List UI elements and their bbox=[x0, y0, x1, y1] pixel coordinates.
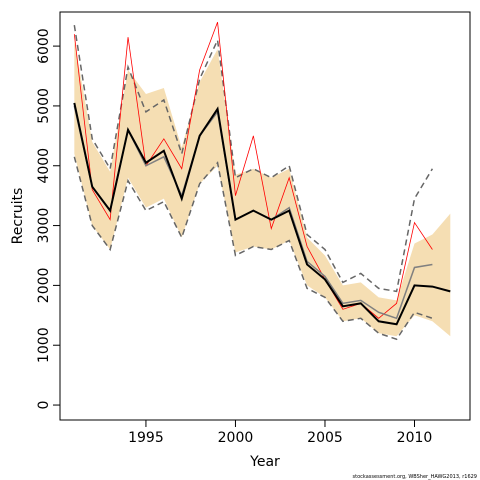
y-tick-label: 6000 bbox=[36, 28, 52, 64]
series-line bbox=[73, 156, 433, 341]
x-axis-label: Year bbox=[249, 454, 280, 470]
y-tick-label: 4000 bbox=[36, 148, 52, 184]
y-tick-label: 5000 bbox=[36, 88, 52, 124]
series-line bbox=[73, 102, 451, 326]
x-tick-label: 1995 bbox=[128, 430, 164, 446]
y-axis-label: Recruits bbox=[10, 188, 26, 245]
plot-frame bbox=[59, 11, 471, 421]
x-tick-label: 2005 bbox=[307, 430, 343, 446]
y-tick-label: 3000 bbox=[36, 208, 52, 244]
footer: stockassessment.org, WBSher_HAWG2013, r1… bbox=[353, 474, 477, 480]
x-tick-label: 2010 bbox=[397, 430, 433, 446]
x-tick-label: 2000 bbox=[218, 430, 254, 446]
series-line bbox=[73, 22, 433, 319]
confidence-band bbox=[74, 40, 451, 337]
y-tick-label: 1000 bbox=[36, 327, 52, 363]
y-tick-label: 2000 bbox=[36, 268, 52, 304]
y-tick-label: 0 bbox=[36, 401, 52, 410]
